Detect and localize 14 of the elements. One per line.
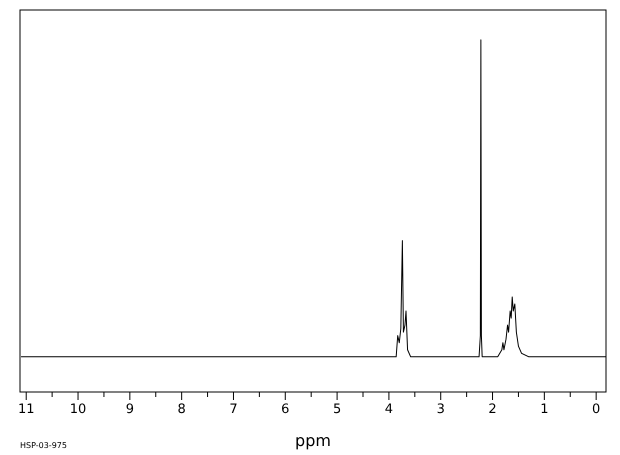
x-tick-label: 2 <box>488 402 497 418</box>
x-tick-label: 1 <box>540 402 548 418</box>
x-tick-label: 8 <box>178 402 186 418</box>
x-tick-label: 4 <box>384 402 394 418</box>
x-tick-label: 9 <box>126 402 134 418</box>
text: HSP-03-975 <box>20 441 67 450</box>
x-tick-label: 11 <box>18 402 34 418</box>
x-axis-title: ppm <box>295 431 331 450</box>
x-tick-label: 10 <box>70 402 86 418</box>
x-tick-label: 3 <box>436 402 445 418</box>
x-tick-label: 5 <box>332 402 342 418</box>
x-tick-label: 6 <box>281 402 290 418</box>
x-tick-label: 0 <box>592 402 600 418</box>
x-tick-label: 7 <box>229 402 238 418</box>
